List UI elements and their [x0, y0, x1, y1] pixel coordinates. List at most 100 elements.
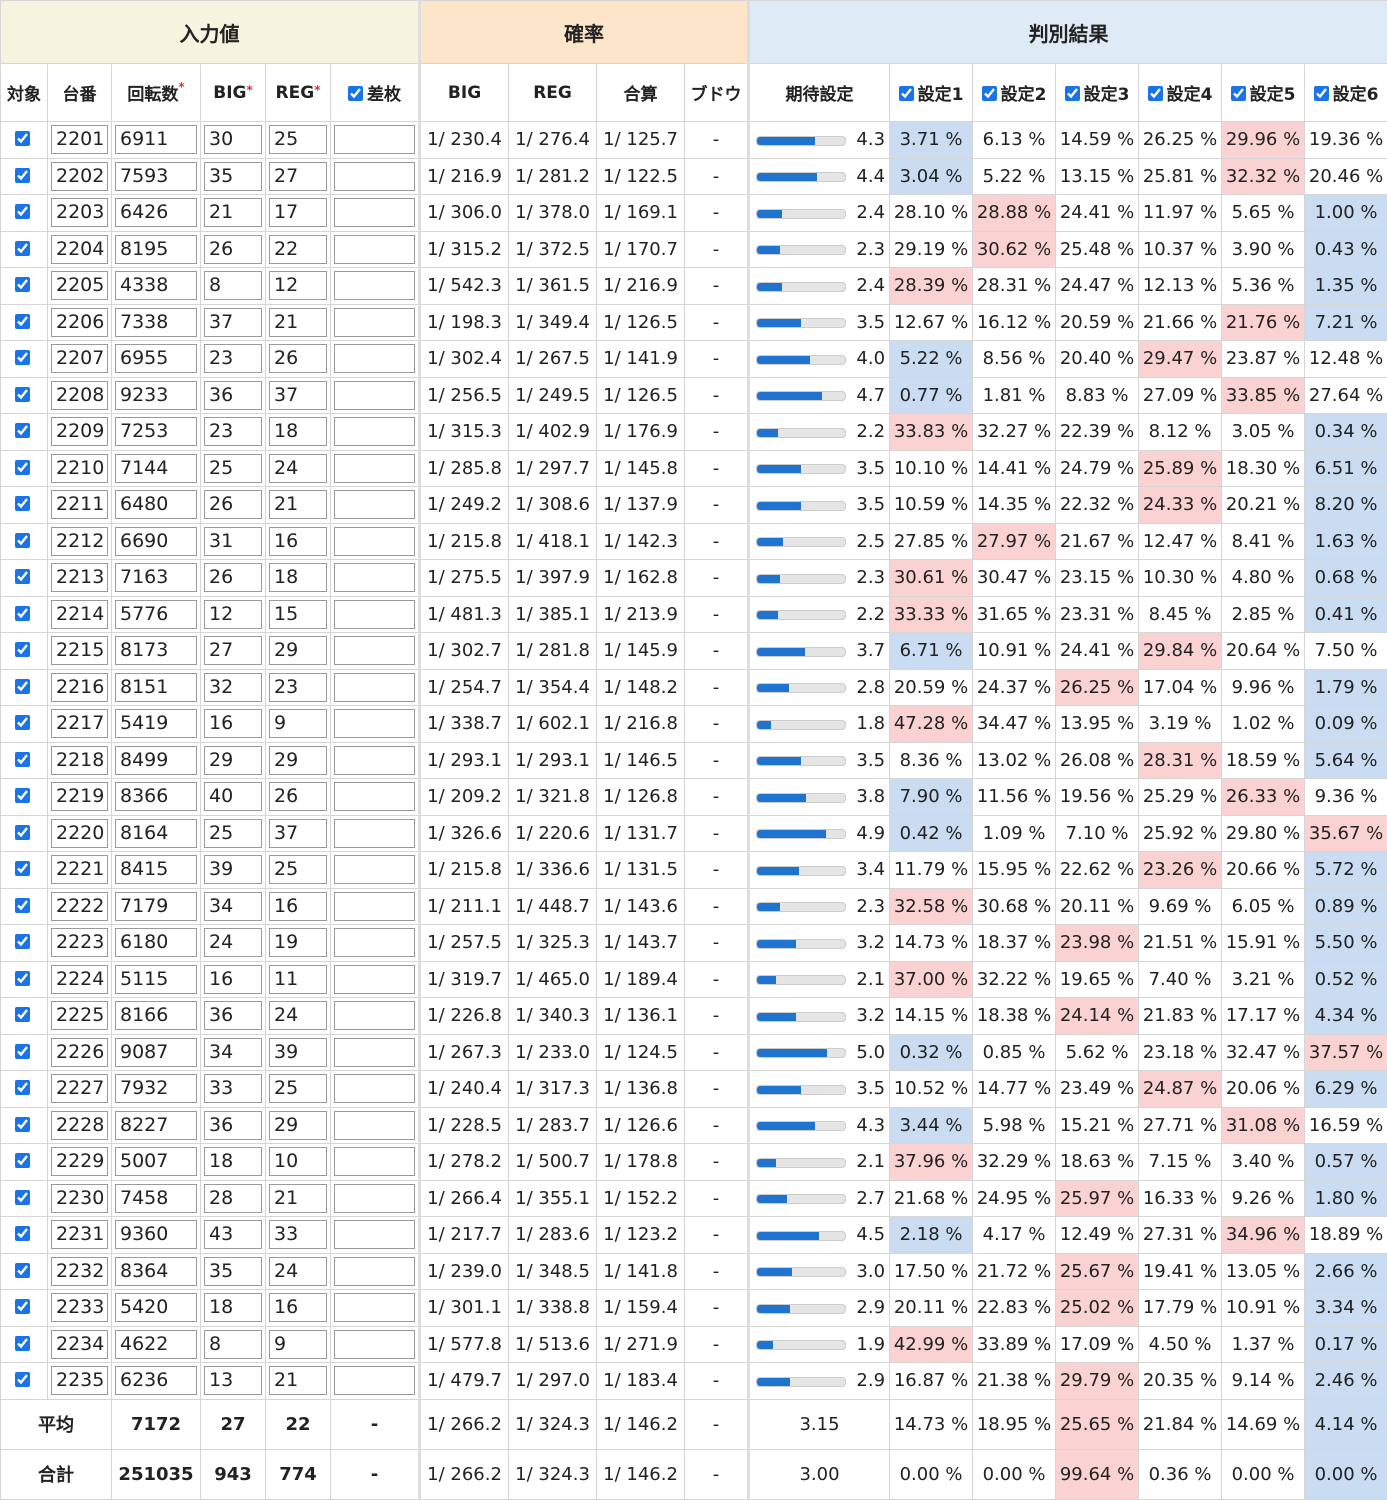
input-box[interactable]	[334, 964, 416, 994]
input-box[interactable]: 2202	[51, 161, 108, 191]
input-box[interactable]: 16	[269, 891, 327, 921]
input-box[interactable]: 4622	[115, 1329, 197, 1359]
checkbox[interactable]	[14, 897, 30, 913]
checkbox[interactable]	[14, 824, 30, 840]
input-box[interactable]: 2211	[51, 490, 108, 520]
input-box[interactable]	[334, 453, 416, 483]
input-box[interactable]: 26	[269, 344, 327, 374]
input-box[interactable]: 37	[269, 818, 327, 848]
input-box[interactable]	[334, 380, 416, 410]
input-box[interactable]: 36	[204, 1110, 262, 1140]
checkbox[interactable]	[14, 861, 30, 877]
input-box[interactable]: 32	[204, 672, 262, 702]
input-box[interactable]: 2218	[51, 745, 108, 775]
input-box[interactable]: 22	[269, 234, 327, 264]
input-box[interactable]: 16	[204, 964, 262, 994]
input-box[interactable]: 24	[269, 1001, 327, 1031]
input-box[interactable]: 8	[204, 1329, 262, 1359]
input-box[interactable]: 2208	[51, 380, 108, 410]
input-box[interactable]: 2217	[51, 709, 108, 739]
input-box[interactable]: 2225	[51, 1001, 108, 1031]
input-box[interactable]: 2223	[51, 928, 108, 958]
input-box[interactable]: 2206	[51, 307, 108, 337]
input-box[interactable]: 6180	[115, 928, 197, 958]
input-box[interactable]: 28	[204, 1183, 262, 1213]
input-box[interactable]: 2204	[51, 234, 108, 264]
input-box[interactable]: 11	[269, 964, 327, 994]
checkbox[interactable]	[14, 386, 30, 402]
input-box[interactable]: 8227	[115, 1110, 197, 1140]
checkbox[interactable]	[14, 1153, 30, 1169]
input-box[interactable]: 2230	[51, 1183, 108, 1213]
input-box[interactable]: 9360	[115, 1220, 197, 1250]
checkbox[interactable]	[14, 1372, 30, 1388]
input-box[interactable]: 7593	[115, 161, 197, 191]
input-box[interactable]: 7144	[115, 453, 197, 483]
input-box[interactable]	[334, 1220, 416, 1250]
input-box[interactable]: 33	[204, 1074, 262, 1104]
input-box[interactable]: 24	[204, 928, 262, 958]
input-box[interactable]: 6426	[115, 198, 197, 228]
input-box[interactable]: 8	[204, 271, 262, 301]
input-box[interactable]: 6236	[115, 1366, 197, 1396]
input-box[interactable]: 18	[204, 1293, 262, 1323]
checkbox[interactable]	[14, 569, 30, 585]
input-box[interactable]: 7253	[115, 417, 197, 447]
input-box[interactable]	[334, 928, 416, 958]
input-box[interactable]: 12	[204, 599, 262, 629]
input-box[interactable]: 37	[204, 307, 262, 337]
input-box[interactable]	[334, 709, 416, 739]
input-box[interactable]: 2220	[51, 818, 108, 848]
input-box[interactable]: 9087	[115, 1037, 197, 1067]
input-box[interactable]: 6955	[115, 344, 197, 374]
checkbox[interactable]	[14, 1299, 30, 1315]
input-box[interactable]: 16	[204, 709, 262, 739]
input-box[interactable]	[334, 636, 416, 666]
input-box[interactable]: 21	[204, 198, 262, 228]
input-box[interactable]: 12	[269, 271, 327, 301]
input-box[interactable]: 2229	[51, 1147, 108, 1177]
input-box[interactable]	[334, 307, 416, 337]
input-box[interactable]: 2235	[51, 1366, 108, 1396]
input-box[interactable]: 2212	[51, 526, 108, 556]
checkbox[interactable]	[1230, 86, 1246, 101]
checkbox[interactable]	[14, 496, 30, 512]
checkbox[interactable]	[14, 1189, 30, 1205]
input-box[interactable]: 6690	[115, 526, 197, 556]
checkbox[interactable]	[14, 423, 30, 439]
input-box[interactable]: 7163	[115, 563, 197, 593]
input-box[interactable]: 6480	[115, 490, 197, 520]
input-box[interactable]	[334, 1147, 416, 1177]
input-box[interactable]: 39	[269, 1037, 327, 1067]
input-box[interactable]: 8166	[115, 1001, 197, 1031]
input-box[interactable]: 2203	[51, 198, 108, 228]
input-box[interactable]: 4338	[115, 271, 197, 301]
input-box[interactable]: 26	[269, 782, 327, 812]
input-box[interactable]: 29	[269, 636, 327, 666]
input-box[interactable]: 21	[269, 307, 327, 337]
input-box[interactable]: 5776	[115, 599, 197, 629]
input-box[interactable]: 5115	[115, 964, 197, 994]
input-box[interactable]: 8173	[115, 636, 197, 666]
input-box[interactable]: 2221	[51, 855, 108, 885]
input-box[interactable]	[334, 1256, 416, 1286]
input-box[interactable]: 18	[269, 417, 327, 447]
input-box[interactable]	[334, 1001, 416, 1031]
input-box[interactable]: 2205	[51, 271, 108, 301]
checkbox[interactable]	[14, 1043, 30, 1059]
checkbox[interactable]	[1147, 86, 1163, 101]
input-box[interactable]	[334, 417, 416, 447]
input-box[interactable]	[334, 563, 416, 593]
input-box[interactable]: 9	[269, 709, 327, 739]
input-box[interactable]	[334, 1293, 416, 1323]
input-box[interactable]: 2210	[51, 453, 108, 483]
input-box[interactable]: 29	[204, 745, 262, 775]
input-box[interactable]: 17	[269, 198, 327, 228]
checkbox[interactable]	[1064, 86, 1080, 101]
input-box[interactable]: 37	[269, 380, 327, 410]
input-box[interactable]	[334, 1329, 416, 1359]
input-box[interactable]: 33	[269, 1220, 327, 1250]
input-box[interactable]: 29	[269, 745, 327, 775]
input-box[interactable]: 25	[269, 125, 327, 155]
input-box[interactable]: 21	[269, 490, 327, 520]
